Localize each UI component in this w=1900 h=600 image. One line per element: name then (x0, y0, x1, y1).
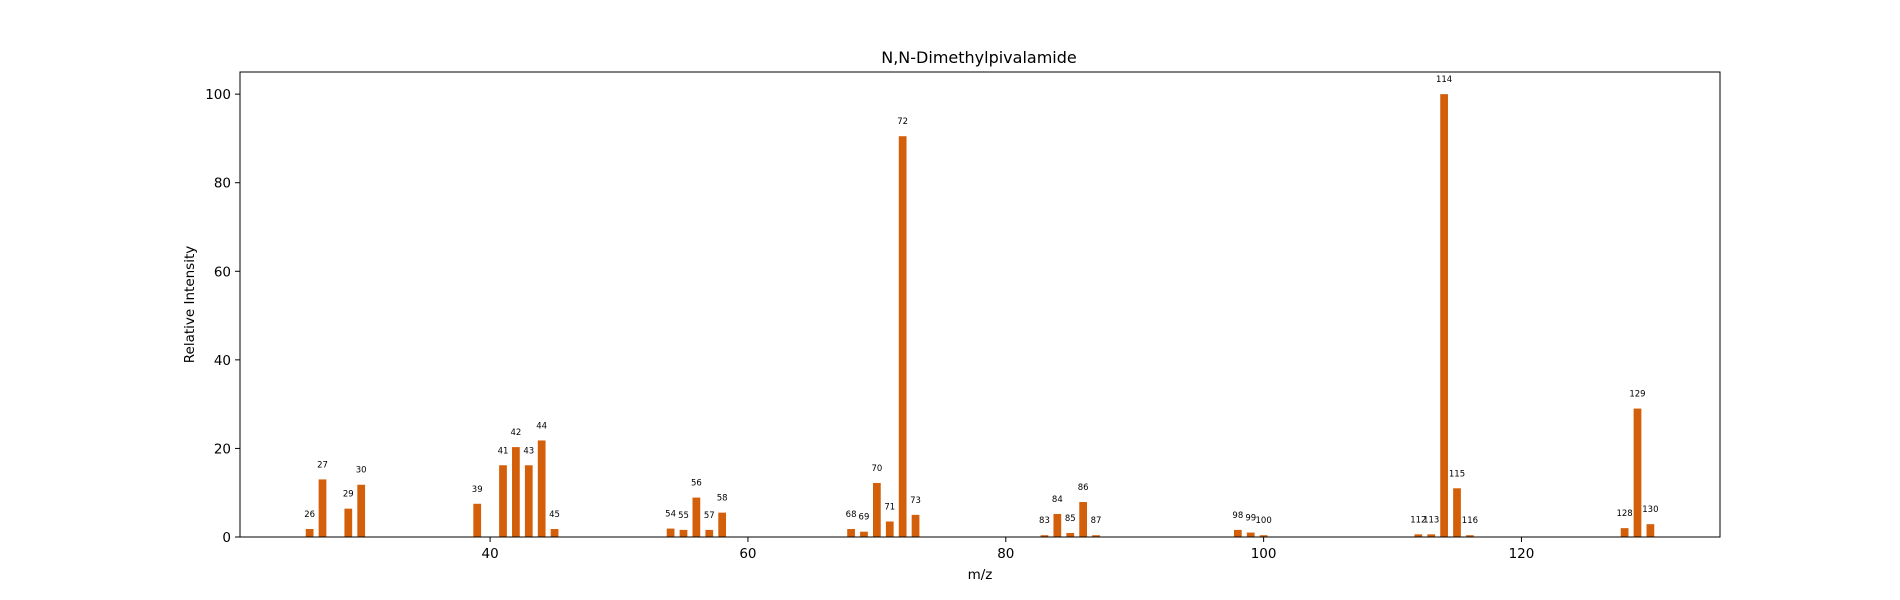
bar-label-mz-129: 129 (1629, 390, 1645, 400)
bar-label-mz-55: 55 (678, 511, 689, 521)
bar-label-mz-98: 98 (1232, 511, 1243, 521)
bar-mz-85 (1066, 533, 1075, 537)
bar-mz-99 (1246, 532, 1255, 537)
bar-mz-57 (705, 529, 714, 537)
bar-mz-100 (1259, 535, 1268, 537)
x-tick-label: 60 (739, 546, 756, 562)
x-tick-label: 80 (997, 546, 1014, 562)
bar-label-mz-69: 69 (859, 513, 870, 523)
bar-label-mz-68: 68 (846, 510, 857, 520)
bar-label-mz-87: 87 (1091, 516, 1102, 526)
bar-mz-115 (1453, 488, 1461, 537)
bar-mz-130 (1646, 524, 1655, 537)
bar-label-mz-83: 83 (1039, 516, 1050, 526)
bar-mz-73 (911, 514, 920, 537)
bar-mz-27 (318, 479, 327, 537)
bar-label-mz-85: 85 (1065, 514, 1076, 524)
bar-label-mz-130: 130 (1642, 505, 1658, 515)
bar-mz-42 (512, 447, 520, 537)
bar-label-mz-56: 56 (691, 479, 702, 489)
bar-label-mz-86: 86 (1078, 483, 1089, 493)
bar-mz-114 (1440, 94, 1448, 537)
bar-label-mz-30: 30 (356, 466, 367, 476)
y-tick-label: 0 (222, 530, 231, 546)
bar-mz-128 (1620, 528, 1629, 537)
bar-label-mz-29: 29 (343, 490, 354, 500)
bar-label-mz-70: 70 (871, 464, 882, 474)
bar-mz-45 (550, 529, 559, 537)
bar-label-mz-100: 100 (1256, 516, 1272, 526)
bar-label-mz-57: 57 (704, 511, 715, 521)
bar-mz-72 (898, 136, 907, 537)
bar-mz-113 (1427, 534, 1436, 537)
y-tick-label: 60 (214, 264, 231, 280)
bar-label-mz-44: 44 (536, 421, 547, 431)
bar-label-mz-71: 71 (884, 503, 895, 513)
y-tick-label: 80 (214, 176, 231, 192)
bar-label-mz-27: 27 (317, 460, 328, 470)
bar-mz-86 (1079, 502, 1088, 537)
bar-label-mz-41: 41 (498, 446, 509, 456)
bar-mz-30 (357, 484, 366, 537)
bar-mz-39 (473, 503, 482, 537)
x-axis-label: m/z (968, 567, 993, 583)
bar-mz-41 (499, 465, 507, 537)
bar-label-mz-45: 45 (549, 510, 560, 520)
bars-layer (305, 94, 1655, 537)
bar-mz-83 (1040, 535, 1049, 537)
bar-mz-70 (873, 482, 881, 537)
bar-label-mz-112: 112 (1410, 515, 1426, 525)
bar-mz-69 (860, 531, 868, 537)
bar-label-mz-116: 116 (1462, 516, 1478, 526)
x-tick-label: 120 (1509, 546, 1535, 562)
bar-mz-58 (718, 512, 727, 537)
chart-title: N,N-Dimethylpivalamide (881, 48, 1076, 67)
bar-mz-44 (537, 440, 546, 537)
bar-label-mz-84: 84 (1052, 495, 1063, 505)
bar-mz-26 (305, 529, 314, 537)
bar-mz-84 (1053, 513, 1062, 537)
bar-label-mz-42: 42 (510, 428, 521, 438)
bar-label-mz-26: 26 (304, 510, 315, 520)
bar-label-mz-39: 39 (472, 485, 483, 495)
bar-mz-87 (1092, 535, 1100, 537)
y-tick-label: 20 (214, 441, 231, 457)
bar-mz-98 (1233, 529, 1242, 537)
bar-mz-55 (679, 529, 688, 537)
bar-mz-116 (1466, 535, 1474, 537)
bar-mz-112 (1414, 534, 1423, 537)
bar-mz-54 (666, 528, 675, 537)
bar-label-mz-54: 54 (665, 510, 676, 520)
x-tick-label: 100 (1251, 546, 1277, 562)
bar-mz-129 (1633, 408, 1642, 537)
bar-label-mz-99: 99 (1245, 514, 1256, 524)
bar-mz-29 (344, 508, 353, 537)
y-tick-label: 100 (205, 87, 231, 103)
bar-label-mz-128: 128 (1616, 509, 1632, 519)
bar-mz-71 (885, 521, 894, 537)
axes-layer: 40 60 80 100 120 0 20 40 60 80 100 (205, 87, 1534, 562)
bar-mz-56 (692, 497, 701, 537)
bar-label-mz-43: 43 (523, 446, 534, 456)
bar-label-mz-73: 73 (910, 496, 921, 506)
bar-mz-68 (847, 529, 855, 537)
bar-label-mz-72: 72 (897, 117, 908, 127)
x-tick-label: 40 (482, 546, 499, 562)
bar-mz-43 (524, 465, 533, 537)
y-tick-label: 40 (214, 353, 231, 369)
bar-label-mz-115: 115 (1449, 469, 1465, 479)
plot-area-frame (239, 71, 1721, 538)
bar-label-mz-58: 58 (717, 494, 728, 504)
bar-label-mz-113: 113 (1423, 515, 1439, 525)
y-axis-label: Relative Intensity (182, 246, 198, 364)
bar-label-mz-114: 114 (1436, 75, 1452, 85)
